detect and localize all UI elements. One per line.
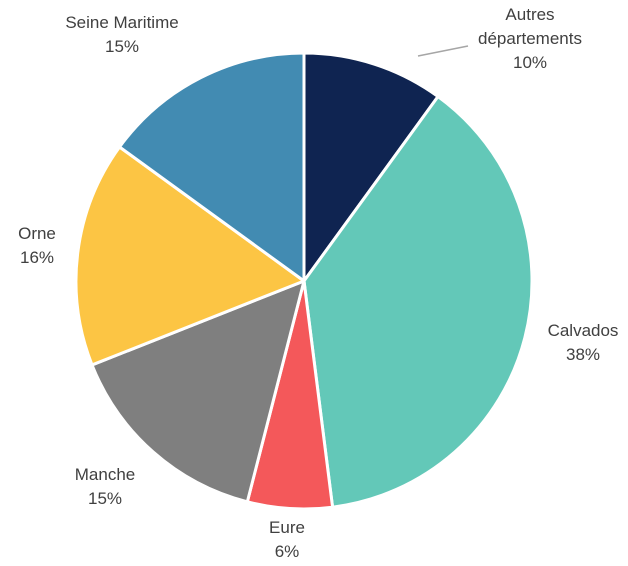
data-label-name: Orne xyxy=(18,224,56,243)
pie-slice-calvados xyxy=(302,95,534,509)
data-label-eure: Eure 6% xyxy=(269,518,305,561)
data-label-manche: Manche 15% xyxy=(75,465,135,508)
pie-slice-manche xyxy=(90,279,306,504)
data-label-percent: 6% xyxy=(275,542,300,561)
data-label-name: Eure xyxy=(269,518,305,537)
data-label-name: Autres xyxy=(505,5,554,24)
pie-slice-seine-maritime xyxy=(118,51,306,283)
data-label-percent: 15% xyxy=(105,37,139,56)
data-label-seine-maritime: Seine Maritime 15% xyxy=(65,13,178,56)
data-label-name: Seine Maritime xyxy=(65,13,178,32)
data-label-percent: 16% xyxy=(20,248,54,267)
data-label-orne: Orne 16% xyxy=(18,224,56,267)
data-label-percent: 38% xyxy=(566,345,600,364)
data-label-name: départements xyxy=(478,29,582,48)
data-label-autres-departements: Autres départements 10% xyxy=(478,5,582,72)
data-label-name: Calvados xyxy=(548,321,619,340)
pie-slice-orne xyxy=(74,145,306,367)
pie-slice-autres-departements xyxy=(302,51,440,283)
data-label-name: Manche xyxy=(75,465,135,484)
data-label-percent: 10% xyxy=(513,53,547,72)
data-label-calvados: Calvados 38% xyxy=(548,321,619,364)
slices-layer xyxy=(74,51,534,511)
data-labels-layer: Autres départements 10% Calvados 38% Eure 6% Ma… xyxy=(18,5,618,561)
data-label-percent: 15% xyxy=(88,489,122,508)
leader-line-autres-departements xyxy=(417,45,469,57)
leader-lines-layer xyxy=(417,45,469,57)
